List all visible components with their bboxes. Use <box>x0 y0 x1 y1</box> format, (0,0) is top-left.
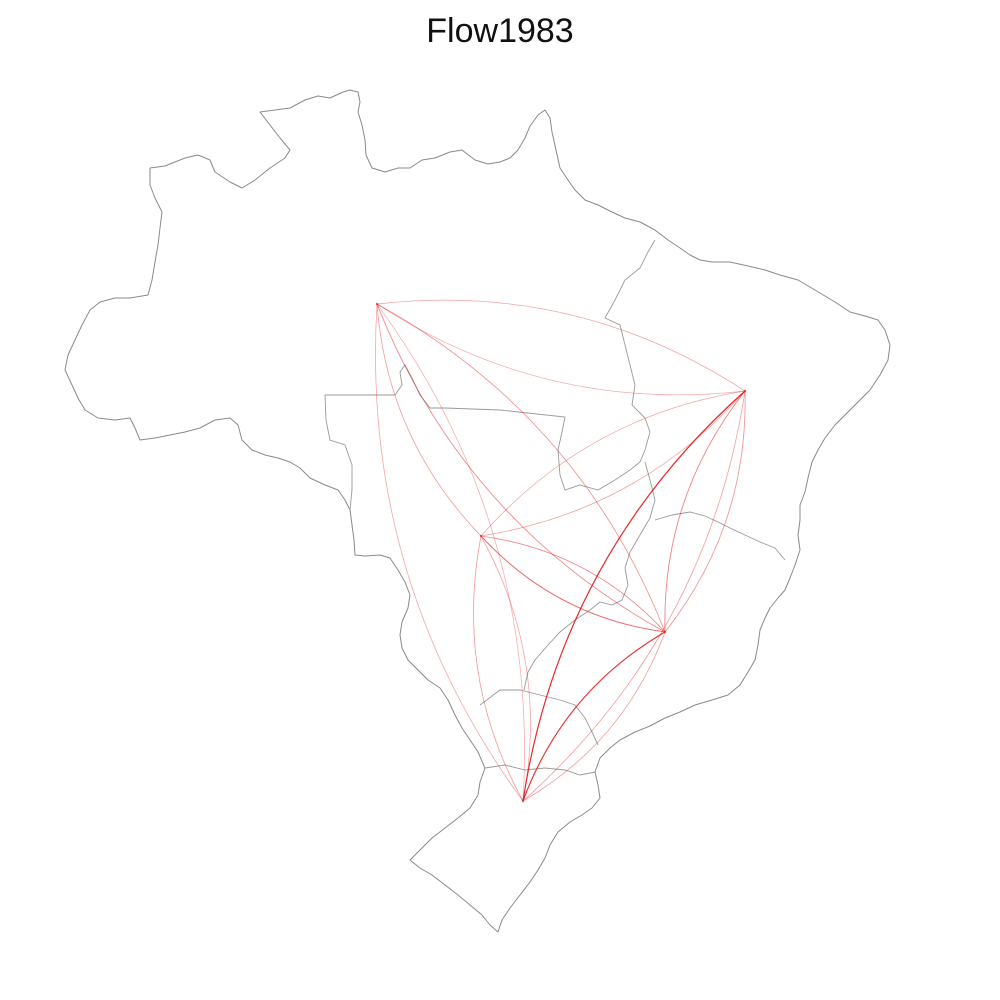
flow-line-d-e <box>522 631 666 802</box>
internal-border-5 <box>654 511 786 561</box>
internal-border-3 <box>324 394 353 511</box>
flow-line-c-d <box>480 535 666 633</box>
internal-border-4 <box>523 461 656 691</box>
flow-line-a-c <box>376 303 482 537</box>
flow-line-e-a <box>376 303 525 802</box>
flow-line-c-e <box>473 535 524 802</box>
flow-line-d-a <box>376 303 666 633</box>
internal-border-1 <box>325 317 651 491</box>
flow-line-e-c <box>480 535 531 802</box>
flow-node-a <box>375 302 379 306</box>
flow-line-b-d <box>664 390 746 633</box>
flow-node-c <box>479 534 483 538</box>
flow-node-b <box>743 389 747 393</box>
flow-nodes <box>375 302 747 803</box>
flow-line-e-d <box>522 631 666 802</box>
brazil-border <box>64 89 891 933</box>
page-title: Flow1983 <box>426 12 574 50</box>
flow-line-b-a <box>376 299 746 392</box>
flow-line-d-b <box>664 390 746 633</box>
flow-line-a-d <box>376 303 666 633</box>
flow-line-e-b <box>522 390 746 802</box>
flow-line-c-b <box>480 390 746 537</box>
flow-line-a-b <box>376 303 746 396</box>
internal-border-2 <box>604 239 656 319</box>
flow-node-e <box>521 799 525 803</box>
country-outline <box>64 89 891 933</box>
internal-border-6 <box>479 689 599 746</box>
flow-node-d <box>663 630 667 634</box>
flow-lines <box>375 299 746 802</box>
flow-line-b-c <box>480 390 746 537</box>
flow-line-a-e <box>375 303 524 802</box>
internal-border-7 <box>484 764 596 776</box>
flow-line-d-c <box>480 535 666 633</box>
